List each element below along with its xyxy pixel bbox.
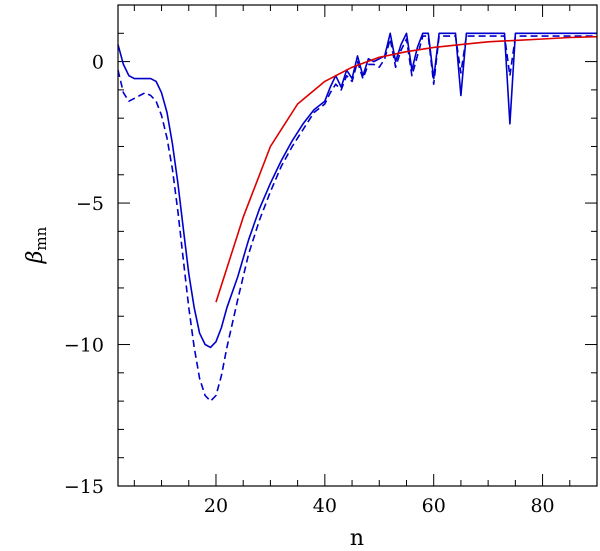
- y-tick-label: −15: [64, 476, 104, 498]
- x-axis-title: n: [350, 526, 364, 551]
- tick-labels: 20 40 60 80 0 −5 −10 −15: [64, 52, 555, 517]
- x-tick-label: 40: [313, 495, 337, 517]
- x-tick-label: 60: [422, 495, 446, 517]
- plot-frame: [117, 4, 598, 487]
- series-layer: [117, 32, 598, 402]
- y-axis-subscript: mn: [32, 226, 50, 250]
- y-axis-symbol: β: [23, 251, 48, 265]
- series-line-2: [117, 35, 597, 402]
- series-line-1: [117, 32, 597, 349]
- y-tick-label: −5: [76, 193, 104, 215]
- axis-ticks: [118, 4, 598, 487]
- series-line-3: [215, 35, 598, 303]
- y-tick-label: −10: [64, 335, 104, 357]
- y-tick-label: 0: [92, 52, 104, 74]
- x-tick-label: 20: [204, 495, 228, 517]
- y-axis-title: βmn: [23, 226, 50, 264]
- x-tick-label: 80: [530, 495, 554, 517]
